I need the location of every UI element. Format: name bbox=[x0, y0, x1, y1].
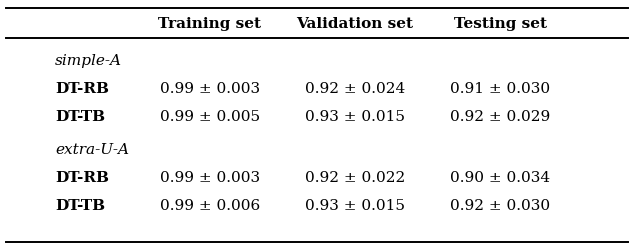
Text: Validation set: Validation set bbox=[297, 17, 413, 31]
Text: DT-TB: DT-TB bbox=[55, 199, 105, 213]
Text: 0.92 ± 0.022: 0.92 ± 0.022 bbox=[305, 171, 405, 185]
Text: DT-RB: DT-RB bbox=[55, 171, 109, 185]
Text: Testing set: Testing set bbox=[453, 17, 547, 31]
Text: 0.92 ± 0.029: 0.92 ± 0.029 bbox=[450, 110, 550, 124]
Text: 0.93 ± 0.015: 0.93 ± 0.015 bbox=[305, 110, 405, 124]
Text: DT-RB: DT-RB bbox=[55, 82, 109, 96]
Text: simple-A: simple-A bbox=[55, 54, 122, 68]
Text: extra-U-A: extra-U-A bbox=[55, 143, 129, 157]
Text: DT-TB: DT-TB bbox=[55, 110, 105, 124]
Text: 0.99 ± 0.005: 0.99 ± 0.005 bbox=[160, 110, 260, 124]
Text: 0.99 ± 0.003: 0.99 ± 0.003 bbox=[160, 82, 260, 96]
Text: Training set: Training set bbox=[158, 17, 261, 31]
Text: 0.99 ± 0.006: 0.99 ± 0.006 bbox=[160, 199, 260, 213]
Text: 0.99 ± 0.003: 0.99 ± 0.003 bbox=[160, 171, 260, 185]
Text: 0.92 ± 0.030: 0.92 ± 0.030 bbox=[450, 199, 550, 213]
Text: 0.93 ± 0.015: 0.93 ± 0.015 bbox=[305, 199, 405, 213]
Text: 0.92 ± 0.024: 0.92 ± 0.024 bbox=[305, 82, 405, 96]
Text: 0.90 ± 0.034: 0.90 ± 0.034 bbox=[450, 171, 550, 185]
Text: 0.91 ± 0.030: 0.91 ± 0.030 bbox=[450, 82, 550, 96]
